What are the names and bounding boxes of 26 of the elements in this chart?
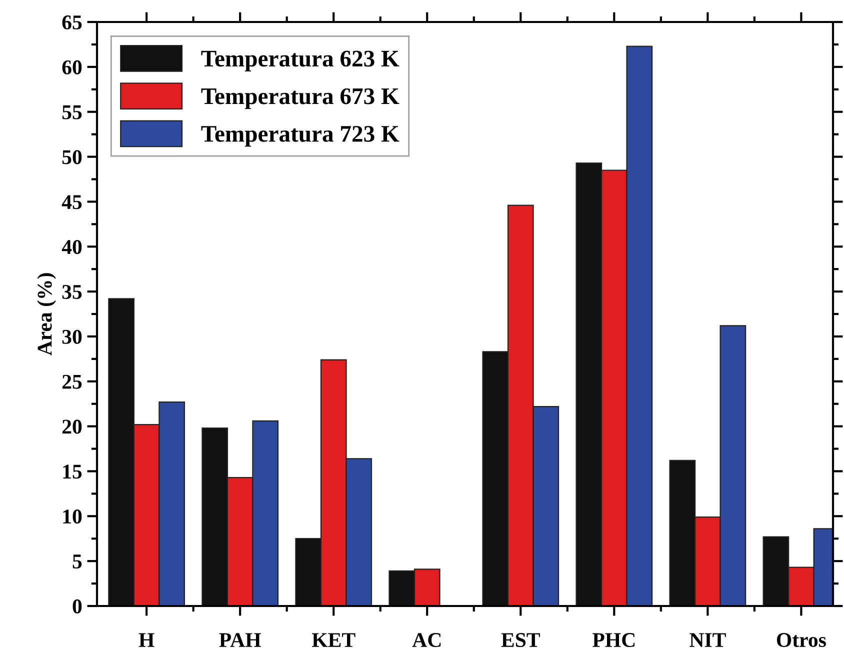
y-tick-label: 50 bbox=[62, 150, 82, 164]
x-tick-label: NIT bbox=[690, 633, 726, 647]
legend-label: Temperatura 673 K bbox=[201, 88, 400, 110]
y-tick-label: 0 bbox=[72, 599, 82, 614]
y-tick-label: 30 bbox=[62, 330, 82, 344]
y-tick-label: 60 bbox=[62, 60, 82, 74]
y-axis-title: Area (%) bbox=[37, 273, 56, 356]
x-tick-label: H bbox=[138, 633, 154, 647]
x-tick-label: KET bbox=[312, 633, 356, 647]
y-tick-label: 65 bbox=[62, 15, 82, 30]
x-tick-label: PHC bbox=[592, 633, 635, 648]
legend-label: Temperatura 723 K bbox=[201, 126, 400, 147]
x-tick-label: PAH bbox=[219, 633, 261, 647]
x-tick-label: AC bbox=[412, 633, 441, 648]
y-tick-label: 35 bbox=[62, 284, 82, 299]
y-tick-label: 25 bbox=[62, 374, 82, 389]
y-tick-label: 45 bbox=[62, 195, 82, 210]
y-tick-label: 5 bbox=[72, 554, 82, 569]
y-tick-label: 10 bbox=[63, 510, 82, 524]
x-tick-label: EST bbox=[501, 633, 540, 648]
y-tick-label: 20 bbox=[62, 420, 82, 434]
legend-label: Temperatura 623 K bbox=[201, 50, 400, 72]
y-tick-label: 15 bbox=[63, 464, 82, 479]
y-tick-label: 55 bbox=[62, 105, 82, 120]
x-tick-label: Otros bbox=[776, 633, 826, 648]
y-tick-label: 40 bbox=[62, 240, 82, 254]
